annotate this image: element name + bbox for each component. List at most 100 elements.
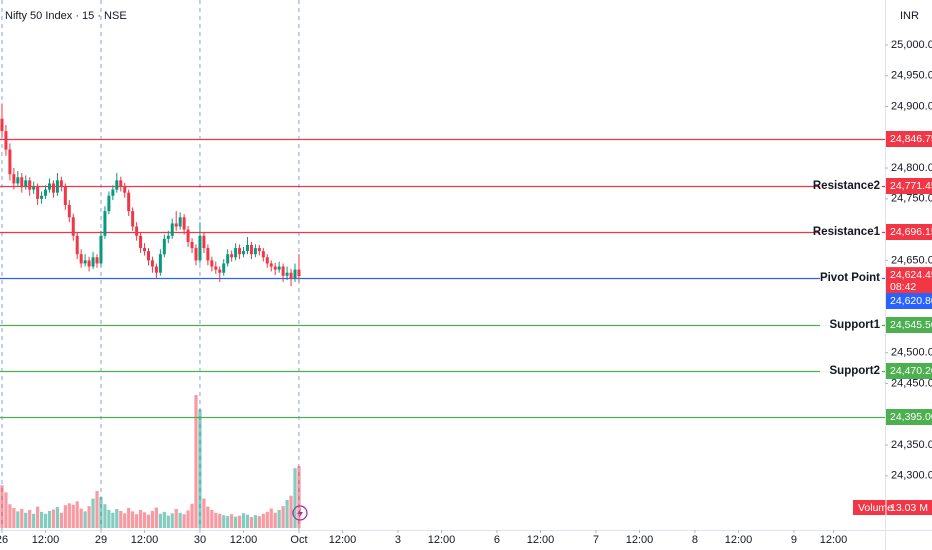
volume-bar [123,513,127,528]
volume-bar [297,466,301,528]
candle-body [198,235,202,261]
level-name: Support2 [830,365,880,377]
level-badge [886,131,932,147]
x-tick-label: 12:00 [725,534,753,546]
volume-bar [253,515,258,528]
candle-body [269,263,273,267]
y-tick-label: 24,950.00 [891,70,932,82]
level-name-bg [820,363,882,379]
y-tick-label: 24,450.00 [891,377,932,389]
level-price: 24,545.50 [890,319,932,331]
volume-bar [154,507,159,528]
candle-body [0,118,4,132]
y-tick-label: 24,500.00 [891,347,932,359]
level-name-bg [820,178,882,194]
x-tick-label: 6 [494,534,500,546]
x-tick-label: 12:00 [329,534,357,546]
volume-bar [146,514,151,528]
candle-body [174,223,178,227]
volume-last: 13.03 M [890,502,928,514]
level-badge [886,178,932,194]
candle-body [119,180,123,187]
level-name: Resistance2 [813,180,880,192]
volume-bar [289,495,293,528]
level-badge [886,224,932,240]
candle-body [273,266,277,270]
volume-bar [20,509,24,528]
volume-bar [28,509,32,528]
volume-bar [241,513,246,528]
candle-body [123,186,127,193]
candle-body [135,226,139,236]
candle-body [222,263,226,273]
volume-bar [138,509,143,528]
volume-bar [55,507,60,528]
volume-bar [135,514,139,528]
x-tick-label: 8 [692,534,698,546]
candle-body [281,266,285,276]
level-price: 24,846.75 [890,133,932,145]
level-name-bg [820,317,882,333]
volume-bar [131,511,135,528]
last-price-badge [886,267,932,294]
level-badge [886,317,932,333]
volume-bar [194,395,198,528]
candle-body [40,195,44,199]
volume-bar [214,512,218,528]
candle-body [265,257,269,264]
level-name-bg [820,270,882,286]
candle-body [230,254,234,258]
volume-bar [51,509,56,528]
currency-label[interactable]: INR [900,10,919,22]
level-price: 24,395.00 [890,411,932,423]
volume-bar [107,509,111,528]
candle-body [206,248,210,261]
candle-body [24,180,28,187]
volume-bar [257,516,261,528]
x-tick-label: 7 [593,534,599,546]
candle-body [131,211,135,227]
candle-body [107,195,111,212]
volume-bar [83,511,87,528]
level-price: 24,620.80 [890,295,932,307]
x-tick-label: 3 [395,534,401,546]
volume-bar [75,501,79,528]
volume-bar [230,514,234,528]
volume-bar [150,510,155,528]
volume-bar [178,512,182,528]
level-badge [886,363,932,379]
volume-bar [281,506,285,528]
candle-body [36,186,40,199]
level-price: 24,696.15 [890,226,932,238]
volume-bar [226,516,230,528]
candle-body [95,257,99,264]
volume-bar [8,504,12,528]
candle-body [20,177,24,187]
volume-bar [59,512,63,528]
candle-body [32,186,36,190]
candle-body [226,254,230,264]
x-tick-label: 29 [95,534,107,546]
level-price: 24,470.20 [890,365,932,377]
volume-bar [218,513,222,528]
candle-body [249,244,253,255]
volume-bar [43,513,48,528]
candle-body [190,241,194,249]
candle-body [253,248,257,255]
volume-bar [103,504,107,528]
level-name: Pivot Point [820,272,880,284]
candle-body [182,217,186,230]
candle-body [150,260,154,267]
volume-bar [206,506,210,528]
volume-bar [71,504,75,528]
volume-bar [79,508,83,528]
candle-body [59,180,63,187]
level-badge [886,293,932,309]
volume-name: Volume [858,502,893,514]
volume-bar [127,508,131,528]
candle-body [234,248,238,258]
candle-body [71,217,75,236]
candle-body [277,266,281,270]
candle-body [210,260,214,267]
volume-bar [47,510,52,528]
